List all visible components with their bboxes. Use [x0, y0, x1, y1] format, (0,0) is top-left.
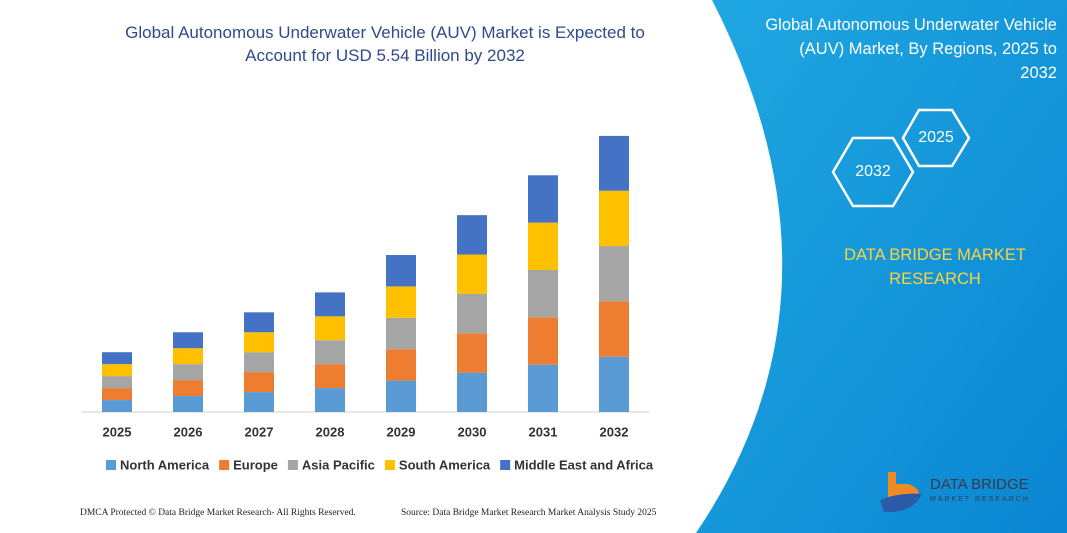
x-tick-label: 2030: [458, 424, 487, 439]
bar-segment: [457, 293, 487, 334]
bar-segment: [528, 364, 558, 412]
bar-segment: [315, 340, 345, 365]
bar-segment: [599, 356, 629, 412]
legend-label: North America: [120, 457, 210, 472]
x-tick-label: 2026: [174, 424, 203, 439]
chart-title: Global Autonomous Underwater Vehicle (AU…: [125, 23, 645, 65]
bar-segment: [102, 364, 132, 377]
legend-swatch: [219, 460, 230, 470]
bar-segment: [173, 396, 203, 412]
bar-segment: [315, 292, 345, 317]
bar-segment: [173, 332, 203, 349]
x-tick-label: 2027: [245, 424, 274, 439]
logo-tagline: MARKET RESEARCH: [930, 496, 1030, 503]
bar-segment: [457, 333, 487, 373]
bar-segment: [528, 269, 558, 318]
bar-segment: [102, 400, 132, 412]
brand: DATA BRIDGE MARKET RESEARCH: [844, 246, 1026, 288]
bar-segment: [386, 349, 416, 381]
legend-swatch: [500, 460, 511, 470]
logo-name: DATA BRIDGE: [930, 476, 1029, 493]
bar-segment: [315, 316, 345, 341]
bar-segment: [528, 175, 558, 223]
bar-segment: [599, 190, 629, 247]
bar-segment: [386, 380, 416, 412]
bar-segment: [386, 286, 416, 318]
bar-segment: [102, 388, 132, 401]
x-tick-label: 2031: [529, 424, 558, 439]
logo-mark: [880, 493, 922, 513]
bar-segment: [315, 388, 345, 412]
bar-segment: [386, 317, 416, 350]
legend-label: Europe: [233, 457, 278, 472]
hexagon-label: 2032: [855, 163, 891, 180]
bar-segment: [244, 392, 274, 412]
legend-label: Asia Pacific: [302, 457, 375, 472]
legend-swatch: [106, 460, 116, 470]
bar-segment: [173, 348, 203, 365]
x-tick-label: 2029: [387, 424, 416, 439]
bar-segment: [457, 254, 487, 294]
bar-segment: [528, 222, 558, 270]
hexagon-label: 2025: [918, 129, 954, 146]
bar-segment: [244, 372, 274, 393]
bar-segment: [599, 246, 629, 302]
legend-swatch: [384, 460, 395, 470]
hexagon: [831, 136, 915, 208]
bar-segment: [599, 135, 629, 191]
bar-segment: [244, 352, 274, 373]
bar-segment: [315, 364, 345, 389]
bar-segment: [102, 352, 132, 365]
footer-right: Source: Data Bridge Market Research Mark…: [401, 508, 657, 518]
bar-segment: [244, 332, 274, 353]
bar-segment: [457, 215, 487, 255]
bar-segment: [173, 380, 203, 397]
footer-left: DMCA Protected © Data Bridge Market Rese…: [80, 508, 356, 518]
bar-segment: [528, 317, 558, 365]
x-tick-label: 2028: [316, 424, 345, 439]
x-tick-label: 2032: [600, 424, 629, 439]
sidebar-panel: [696, 0, 1067, 533]
x-tick-label: 2025: [103, 424, 132, 439]
legend-label: Middle East and Africa: [514, 457, 654, 472]
legend-label: South America: [399, 457, 491, 472]
bar-segment: [102, 376, 132, 389]
bar-segment: [599, 301, 629, 357]
bar-segment: [173, 364, 203, 381]
bar-segment: [386, 255, 416, 287]
hexagon: [901, 108, 971, 168]
sidebar-title: Global Autonomous Underwater Vehicle (AU…: [765, 16, 1057, 82]
legend-swatch: [287, 460, 298, 470]
bar-segment: [244, 312, 274, 333]
bar-segment: [457, 372, 487, 412]
